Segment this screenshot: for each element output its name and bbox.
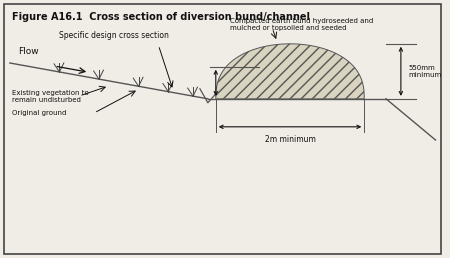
Text: 300mm: 300mm <box>220 82 247 88</box>
Text: 550mm
minimum: 550mm minimum <box>409 65 442 78</box>
Text: Original ground: Original ground <box>12 110 66 116</box>
Polygon shape <box>216 44 364 99</box>
Text: Figure A16.1  Cross section of diversion bund/channel: Figure A16.1 Cross section of diversion … <box>12 12 310 22</box>
Text: Flow: Flow <box>18 47 38 56</box>
Text: 2m minimum: 2m minimum <box>265 135 315 144</box>
Text: Compacted earth bund hydroseeded and
mulched or topsoiled and seeded: Compacted earth bund hydroseeded and mul… <box>230 18 373 31</box>
Text: Specific design cross section: Specific design cross section <box>59 31 169 40</box>
Text: Existing vegetation to
remain undisturbed: Existing vegetation to remain undisturbe… <box>12 90 89 103</box>
